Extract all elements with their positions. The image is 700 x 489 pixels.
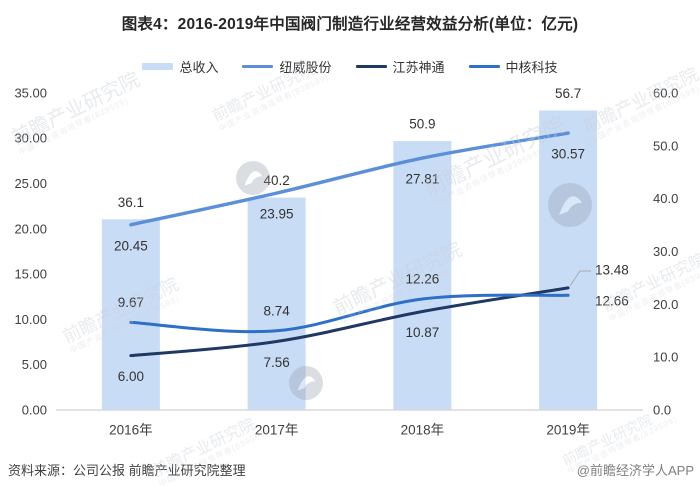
data-label-jiangsu-shentong: 13.48 bbox=[595, 263, 629, 278]
legend-swatch-icon bbox=[468, 64, 500, 68]
bar-2016年 bbox=[101, 219, 160, 410]
data-label-total-revenue: 50.9 bbox=[409, 117, 435, 132]
x-axis-label: 2017年 bbox=[255, 423, 299, 438]
chart-title: 图表4：2016-2019年中国阀门制造行业经营效益分析(单位：亿元) bbox=[121, 16, 579, 33]
data-label-total-revenue: 56.7 bbox=[555, 86, 581, 101]
x-axis-label: 2019年 bbox=[546, 423, 590, 438]
label-leader-line bbox=[569, 270, 591, 287]
data-label-newway: 20.45 bbox=[114, 238, 148, 253]
legend-item-jiangsu-shentong: 江苏神通 bbox=[355, 57, 445, 76]
data-label-total-revenue: 36.1 bbox=[118, 195, 144, 210]
legend-label: 江苏神通 bbox=[392, 59, 445, 75]
data-label-cnnc-tech: 12.66 bbox=[595, 294, 629, 309]
logo-watermark-icon bbox=[289, 366, 323, 400]
right-axis-tick: 0.0 bbox=[653, 402, 671, 417]
data-label-cnnc-tech: 8.74 bbox=[263, 303, 290, 318]
left-axis-tick: 35.00 bbox=[14, 85, 47, 100]
data-label-jiangsu-shentong: 7.56 bbox=[263, 355, 289, 370]
legend-item-total-revenue: 总收入 bbox=[142, 57, 218, 76]
data-label-newway: 27.81 bbox=[405, 172, 439, 187]
left-axis-tick: 5.00 bbox=[22, 357, 47, 372]
bar-2017年 bbox=[247, 197, 306, 410]
data-label-cnnc-tech: 12.26 bbox=[405, 272, 439, 287]
source-note: 资料来源：公司公报 前瞻产业研究院整理 bbox=[8, 463, 246, 478]
legend-swatch-icon bbox=[355, 64, 387, 68]
legend-item-cnnc-tech: 中核科技 bbox=[468, 57, 558, 76]
left-axis-tick: 30.00 bbox=[14, 131, 47, 146]
legend-label: 中核科技 bbox=[505, 59, 558, 75]
credit-note: @前瞻经济学人APP bbox=[576, 463, 694, 478]
x-axis-label: 2018年 bbox=[401, 423, 445, 438]
legend-label: 总收入 bbox=[179, 59, 219, 75]
data-label-jiangsu-shentong: 6.00 bbox=[118, 369, 144, 384]
logo-watermark-icon bbox=[548, 183, 592, 227]
line-newway bbox=[129, 131, 570, 227]
right-axis-tick: 40.0 bbox=[653, 191, 678, 206]
logo-watermark-icon bbox=[236, 161, 270, 195]
right-axis-tick: 60.0 bbox=[653, 85, 678, 100]
bar-2019年 bbox=[539, 110, 598, 410]
data-label-cnnc-tech: 9.67 bbox=[118, 295, 144, 310]
legend-swatch-icon bbox=[242, 64, 274, 68]
right-axis-tick: 50.0 bbox=[653, 138, 678, 153]
line-cnnc-tech bbox=[129, 293, 570, 334]
data-label-newway: 30.57 bbox=[551, 147, 585, 162]
right-axis-tick: 30.0 bbox=[653, 244, 678, 259]
legend: 总收入 纽威股份 江苏神通 中核科技 bbox=[0, 57, 700, 76]
x-axis-label: 2016年 bbox=[109, 423, 153, 438]
legend-swatch-icon bbox=[142, 62, 174, 70]
right-axis-tick: 20.0 bbox=[653, 297, 678, 312]
bar-2018年 bbox=[393, 141, 452, 410]
left-axis-tick: 0.00 bbox=[22, 402, 47, 417]
legend-label: 纽威股份 bbox=[279, 59, 332, 75]
data-label-newway: 23.95 bbox=[260, 207, 294, 222]
left-axis-tick: 10.00 bbox=[14, 312, 47, 327]
left-axis-tick: 15.00 bbox=[14, 267, 47, 282]
data-label-total-revenue: 40.2 bbox=[263, 173, 289, 188]
data-label-jiangsu-shentong: 10.87 bbox=[405, 325, 439, 340]
legend-item-newway: 纽威股份 bbox=[242, 57, 332, 76]
left-axis-tick: 20.00 bbox=[14, 221, 47, 236]
line-jiangsu-shentong bbox=[129, 286, 570, 358]
right-axis-tick: 10.0 bbox=[653, 350, 678, 365]
left-axis-tick: 25.00 bbox=[14, 176, 47, 191]
